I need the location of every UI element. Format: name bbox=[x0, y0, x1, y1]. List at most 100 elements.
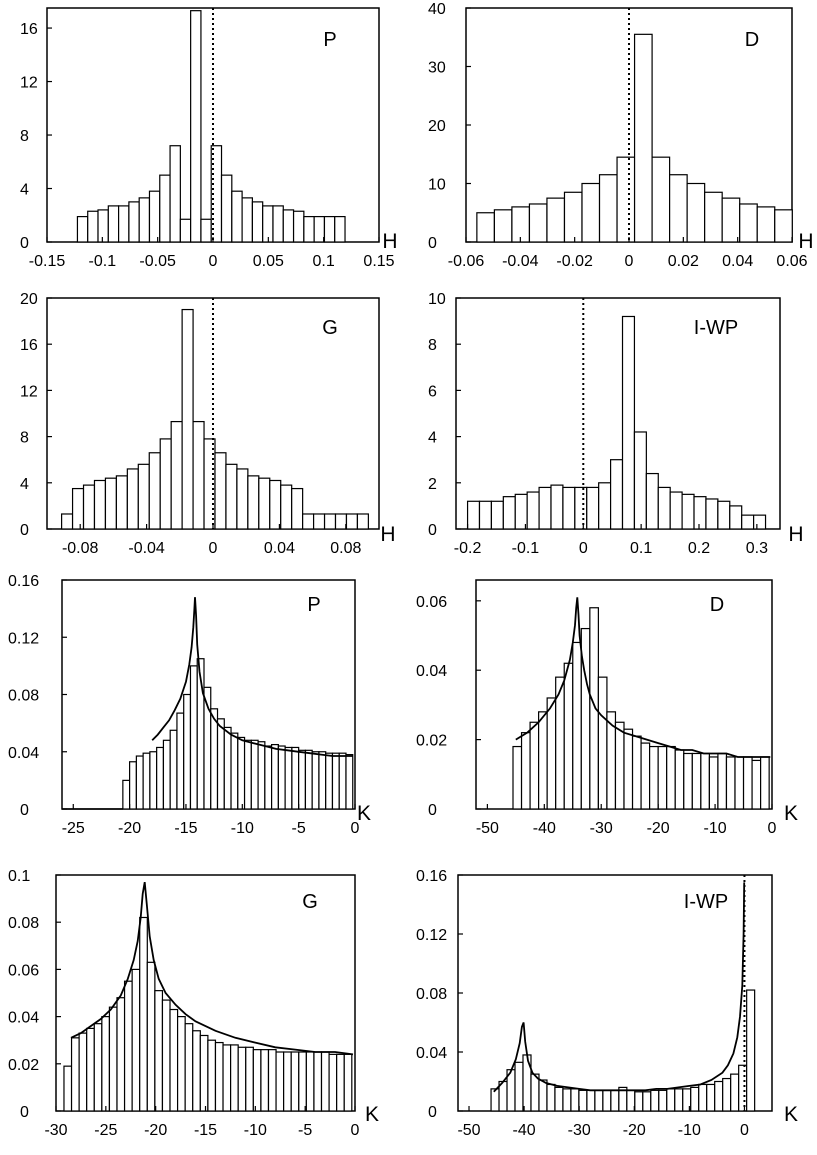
x-tick-label: -10 bbox=[231, 820, 254, 837]
panel-2: -0.06 -0.04 -0.02 0 0.02 0.04 0.06 0 10 20 30 40 H D bbox=[428, 1, 814, 270]
x-tick-label: -30 bbox=[590, 820, 613, 837]
histogram-bar bbox=[230, 1044, 239, 1112]
histogram-bar bbox=[331, 752, 340, 810]
y-tick-label: 0.04 bbox=[416, 1045, 447, 1062]
x-tick-label: -25 bbox=[94, 1122, 117, 1139]
histogram-bar bbox=[343, 1053, 353, 1112]
histogram-bar bbox=[756, 206, 776, 243]
histogram-bar bbox=[264, 745, 273, 810]
histogram-bar bbox=[649, 745, 659, 810]
histogram-bar bbox=[528, 203, 548, 243]
x-axis-title: H bbox=[380, 523, 395, 546]
histogram-bar bbox=[236, 468, 249, 530]
x-tick-label: -25 bbox=[62, 820, 85, 837]
histogram-bar bbox=[283, 1051, 292, 1112]
y-tick-label: 0 bbox=[20, 522, 29, 539]
histogram-bar bbox=[71, 487, 85, 530]
panel-label: G bbox=[322, 317, 338, 339]
histogram-bar bbox=[101, 1015, 111, 1112]
histogram-bar bbox=[674, 749, 685, 810]
histogram-bar bbox=[176, 712, 185, 810]
x-tick-label: -20 bbox=[144, 1122, 167, 1139]
histogram-bar bbox=[650, 1089, 660, 1112]
x-tick-label: -20 bbox=[647, 820, 670, 837]
x-tick-label: -50 bbox=[476, 820, 499, 837]
histogram-bar bbox=[512, 745, 523, 810]
x-tick-label: 0 bbox=[625, 253, 634, 270]
x-axis-title: H bbox=[382, 230, 397, 253]
histogram-bar bbox=[275, 1051, 285, 1112]
x-axis-title: H bbox=[798, 230, 813, 253]
y-tick-label: 0.08 bbox=[416, 986, 447, 1003]
histogram-bar bbox=[546, 197, 566, 243]
histogram-bar bbox=[311, 751, 320, 810]
y-tick-label: 0.04 bbox=[8, 1010, 39, 1027]
histogram-bar bbox=[730, 1073, 740, 1112]
histogram-bar bbox=[161, 999, 171, 1112]
histogram-bar bbox=[149, 751, 158, 810]
histogram-bar bbox=[742, 756, 753, 810]
histogram-bar bbox=[131, 968, 141, 1112]
x-tick-label: 0.3 bbox=[746, 540, 768, 557]
histogram-bar bbox=[169, 145, 181, 243]
histogram-bar bbox=[729, 505, 743, 530]
histogram-bar bbox=[681, 493, 695, 530]
x-tick-label: -10 bbox=[244, 1122, 267, 1139]
histogram-bar bbox=[142, 752, 151, 810]
panel-label: I-WP bbox=[694, 317, 738, 339]
histogram-bar bbox=[570, 1088, 580, 1112]
histogram-bar bbox=[597, 676, 608, 810]
histogram-bar bbox=[621, 315, 636, 530]
histogram-bar bbox=[251, 201, 264, 243]
x-tick-label: 0.04 bbox=[264, 540, 295, 557]
histogram-bar bbox=[192, 1030, 201, 1112]
y-tick-label: 0 bbox=[428, 235, 437, 252]
histogram-bar bbox=[323, 215, 336, 243]
histogram-bar bbox=[126, 468, 139, 530]
histogram-bar bbox=[223, 726, 232, 810]
histogram-bar bbox=[128, 201, 140, 243]
histogram-bar bbox=[76, 215, 89, 243]
histogram-bar bbox=[529, 721, 540, 810]
y-tick-label: 0.08 bbox=[8, 688, 39, 705]
y-tick-label: 0.16 bbox=[416, 868, 447, 885]
histogram-bar bbox=[722, 1077, 732, 1112]
panel-5: -25 -20 -15 -10 -5 0 0 0.04 0.08 0.12 0.16 K P bbox=[8, 573, 371, 837]
histogram-bar bbox=[562, 486, 576, 530]
histogram-bar bbox=[280, 484, 293, 530]
x-tick-label: -0.2 bbox=[454, 540, 482, 557]
x-tick-label: -0.04 bbox=[128, 540, 165, 557]
histogram-bar bbox=[138, 197, 151, 243]
histogram-bar bbox=[298, 1051, 307, 1112]
y-tick-label: 2 bbox=[428, 476, 437, 493]
histogram-bar bbox=[93, 479, 107, 530]
y-tick-label: 0 bbox=[20, 1104, 29, 1121]
histogram-bar bbox=[704, 191, 723, 243]
histogram-bar bbox=[490, 1088, 500, 1112]
histogram-bar bbox=[493, 209, 513, 243]
histogram-bar bbox=[137, 463, 150, 530]
panel-label: D bbox=[745, 29, 759, 51]
y-tick-label: 0.12 bbox=[416, 927, 447, 944]
histogram-bar bbox=[190, 10, 202, 243]
y-tick-label: 8 bbox=[20, 430, 29, 447]
x-tick-label: -0.1 bbox=[89, 253, 117, 270]
histogram-bar bbox=[292, 210, 305, 243]
histogram-bar bbox=[252, 1049, 262, 1112]
histogram-bar bbox=[538, 711, 548, 810]
histogram-bar bbox=[216, 718, 225, 810]
histogram-bar bbox=[70, 1037, 80, 1112]
histogram-bar bbox=[298, 749, 307, 810]
y-tick-label: 0 bbox=[428, 522, 437, 539]
histogram-bar bbox=[714, 1080, 724, 1112]
x-tick-label: 0 bbox=[579, 540, 588, 557]
histogram-bar bbox=[739, 203, 758, 243]
histogram-bar bbox=[563, 191, 583, 243]
histogram-bar bbox=[589, 607, 599, 810]
y-tick-label: 0 bbox=[428, 1104, 437, 1121]
histogram-bar bbox=[82, 484, 96, 530]
histogram-bar bbox=[578, 1089, 588, 1112]
histogram-bar bbox=[302, 513, 315, 530]
panel-label: P bbox=[323, 29, 336, 51]
